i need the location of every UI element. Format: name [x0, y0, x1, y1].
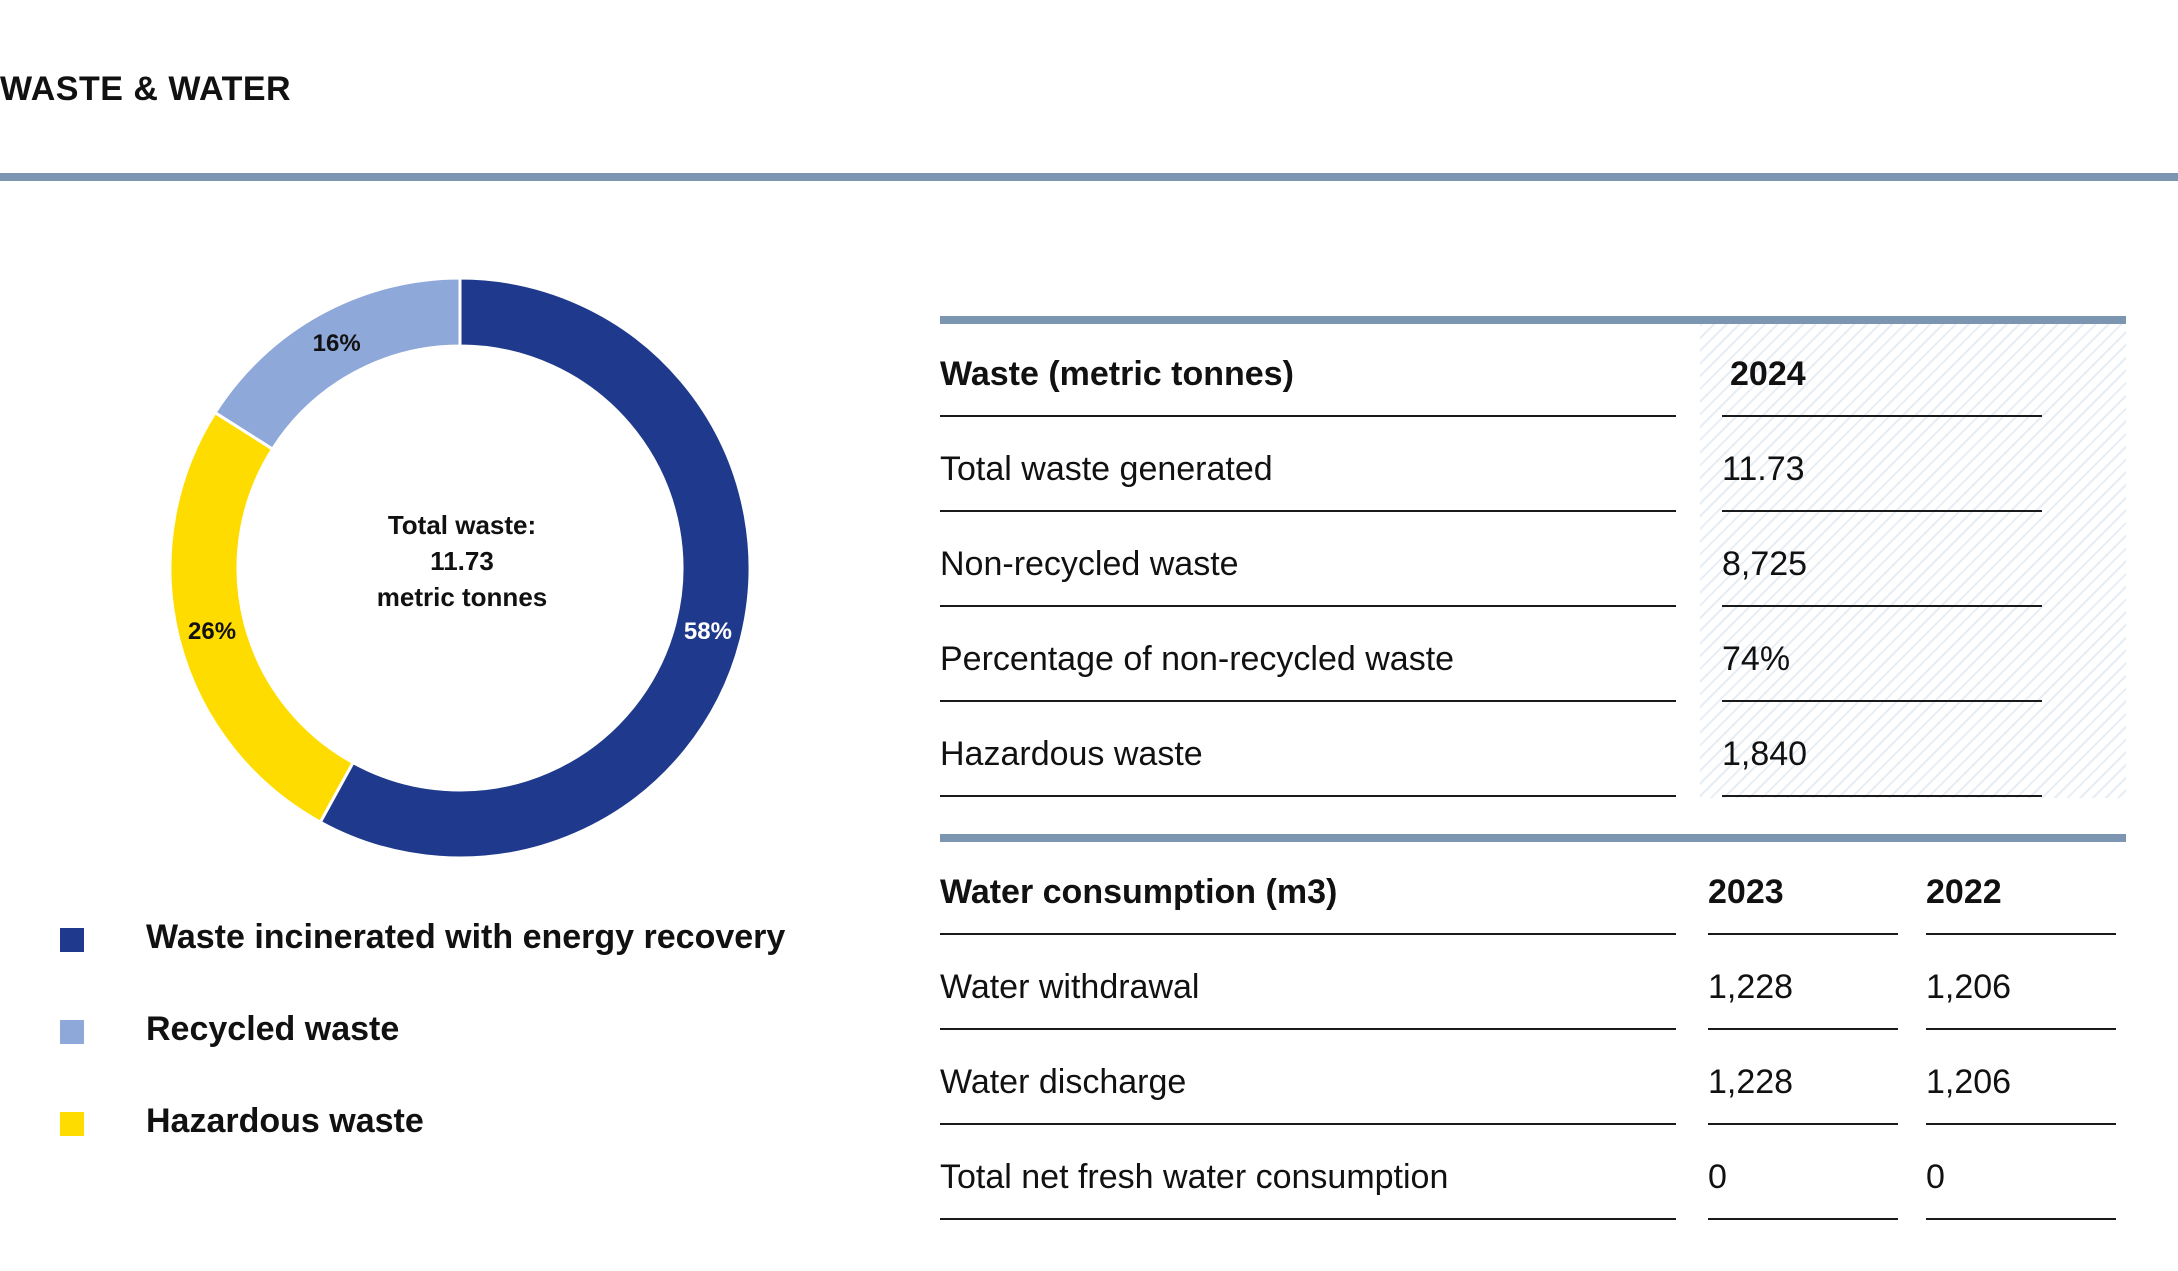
table-row: Total waste generated 11.73	[940, 419, 2126, 514]
waste-table: Waste (metric tonnes) 2024 Total waste g…	[940, 316, 2126, 806]
waste-header-year: 2024	[1722, 324, 2042, 417]
water-table-header: Water consumption (m3) 2023 2022	[940, 842, 2126, 937]
row-label: Percentage of non-recycled waste	[940, 609, 1676, 702]
row-label: Hazardous waste	[940, 704, 1676, 797]
legend-label-recycled: Recycled waste	[146, 1010, 400, 1048]
row-value-2023: 0	[1708, 1127, 1898, 1220]
legend-swatch-incinerated	[60, 928, 84, 952]
donut-slice-recycled-waste	[213, 276, 462, 452]
legend-swatch-recycled	[60, 1020, 84, 1044]
waste-table-header: Waste (metric tonnes) 2024	[940, 324, 2126, 419]
donut-slice-label: 58%	[684, 618, 732, 645]
legend-label-incinerated: Waste incinerated with energy recovery	[146, 918, 786, 956]
waste-table-top-rule	[940, 316, 2126, 324]
table-row: Hazardous waste 1,840	[940, 704, 2126, 799]
row-value-2023: 1,228	[1708, 1032, 1898, 1125]
row-value-2022: 0	[1926, 1127, 2116, 1220]
waste-donut-chart: 58% 26% 16% Total waste: 11.73 metric tonnes	[168, 276, 752, 860]
row-value-2024: 1,840	[1722, 704, 2042, 797]
table-row: Water discharge 1,228 1,206	[940, 1032, 2126, 1127]
row-label: Total waste generated	[940, 419, 1676, 512]
table-row: Percentage of non-recycled waste 74%	[940, 609, 2126, 704]
legend-label-hazardous: Hazardous waste	[146, 1102, 424, 1140]
donut-slice-waste-incinerated-with-energy-recovery	[318, 276, 752, 860]
header-divider	[0, 173, 2178, 181]
water-header-label: Water consumption (m3)	[940, 842, 1676, 935]
row-label: Non-recycled waste	[940, 514, 1676, 607]
row-value-2024: 74%	[1722, 609, 2042, 702]
donut-center-label-line: Total waste:	[388, 510, 536, 540]
donut-slice-label: 16%	[313, 330, 361, 357]
row-label: Total net fresh water consumption	[940, 1127, 1676, 1220]
donut-slice-label: 26%	[188, 618, 236, 645]
water-header-year-2023: 2023	[1708, 842, 1898, 935]
page-title: WASTE & WATER	[0, 70, 292, 108]
row-label: Water discharge	[940, 1032, 1676, 1125]
row-value-2022: 1,206	[1926, 1032, 2116, 1125]
table-row: Non-recycled waste 8,725	[940, 514, 2126, 609]
row-value-2024: 11.73	[1722, 419, 2042, 512]
row-value-2024: 8,725	[1722, 514, 2042, 607]
row-value-2022: 1,206	[1926, 937, 2116, 1030]
legend-swatch-hazardous	[60, 1112, 84, 1136]
table-row: Water withdrawal 1,228 1,206	[940, 937, 2126, 1032]
year-2024-highlight	[1700, 324, 2126, 798]
row-label: Water withdrawal	[940, 937, 1676, 1030]
row-value-2023: 1,228	[1708, 937, 1898, 1030]
waste-header-label: Waste (metric tonnes)	[940, 324, 1676, 417]
table-row: Total net fresh water consumption 0 0	[940, 1127, 2126, 1222]
water-table: Water consumption (m3) 2023 2022 Water w…	[940, 834, 2126, 1224]
donut-center-label-line: 11.73	[430, 546, 494, 576]
donut-center-label-line: metric tonnes	[377, 582, 548, 612]
water-header-year-2022: 2022	[1926, 842, 2116, 935]
water-table-top-rule	[940, 834, 2126, 842]
